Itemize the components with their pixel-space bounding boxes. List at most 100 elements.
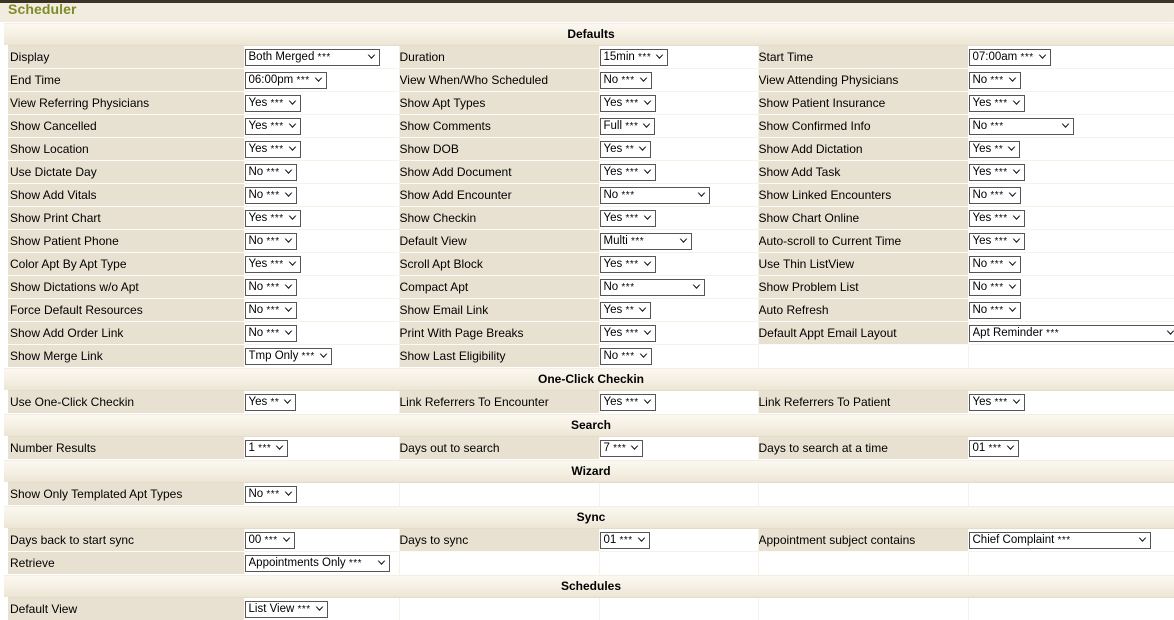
select-show-comments[interactable]: Full ***: [600, 118, 656, 135]
setting-value-cell-view-attending-physicians: No ***: [968, 69, 1174, 92]
select-appointment-subject-contains[interactable]: Chief Complaint ***: [969, 532, 1151, 549]
select-color-apt-by-apt-type[interactable]: Yes ***: [245, 256, 301, 273]
setting-value-cell-default-view: List View ***: [244, 598, 399, 620]
section-header-row: Schedules: [4, 575, 1174, 598]
select-show-add-order-link[interactable]: No ***: [245, 325, 297, 342]
select-days-to-sync[interactable]: 01 ***: [600, 532, 650, 549]
select-days-to-search-at-a-time[interactable]: 01 ***: [969, 440, 1019, 457]
section-header-defaults: Defaults: [4, 23, 1174, 46]
select-show-location[interactable]: Yes ***: [245, 141, 301, 158]
setting-value-cell-show-add-order-link: No ***: [244, 322, 399, 345]
select-default-view[interactable]: Multi ***: [600, 233, 692, 250]
select-compact-apt[interactable]: No ***: [600, 279, 705, 296]
select-auto-refresh[interactable]: No ***: [969, 302, 1021, 319]
select-value: Yes ***: [973, 165, 1008, 180]
setting-label-color-apt-by-apt-type: Color Apt By Apt Type: [4, 253, 244, 276]
chevron-down-icon: [1165, 330, 1174, 336]
select-show-merge-link[interactable]: Tmp Only ***: [245, 348, 332, 365]
setting-label-show-dictations-w-o-apt: Show Dictations w/o Apt: [4, 276, 244, 299]
select-duration[interactable]: 15min ***: [600, 49, 669, 66]
select-show-apt-types[interactable]: Yes ***: [600, 95, 656, 112]
modified-marker: ***: [621, 75, 634, 86]
chevron-down-icon: [629, 445, 640, 451]
select-retrieve[interactable]: Appointments Only ***: [245, 555, 390, 572]
select-show-patient-insurance[interactable]: Yes ***: [969, 95, 1025, 112]
select-show-only-templated-apt-types[interactable]: No ***: [245, 486, 297, 503]
select-view-attending-physicians[interactable]: No ***: [969, 72, 1021, 89]
select-show-dob[interactable]: Yes **: [600, 141, 652, 158]
select-print-with-page-breaks[interactable]: Yes ***: [600, 325, 656, 342]
select-value: Yes ***: [249, 96, 284, 111]
chevron-down-icon: [642, 261, 653, 267]
chevron-down-icon: [283, 192, 294, 198]
select-value: Yes **: [973, 142, 1004, 157]
select-show-cancelled[interactable]: Yes ***: [245, 118, 301, 135]
modified-marker: ***: [621, 282, 634, 293]
select-view-referring-physicians[interactable]: Yes ***: [245, 95, 301, 112]
setting-value-cell-scroll-apt-block: Yes ***: [599, 253, 758, 276]
select-view-when-who-scheduled[interactable]: No ***: [600, 72, 652, 89]
select-number-results[interactable]: 1 ***: [245, 440, 289, 457]
setting-value-cell-appointment-subject-contains: Chief Complaint ***: [968, 529, 1174, 552]
select-show-add-document[interactable]: Yes ***: [600, 164, 656, 181]
select-show-linked-encounters[interactable]: No ***: [969, 187, 1021, 204]
select-end-time[interactable]: 06:00pm ***: [245, 72, 327, 89]
select-link-referrers-to-encounter[interactable]: Yes ***: [600, 394, 656, 411]
select-show-email-link[interactable]: Yes **: [600, 302, 652, 319]
setting-value-cell-show-add-task: Yes ***: [968, 161, 1174, 184]
select-show-add-encounter[interactable]: No ***: [600, 187, 710, 204]
select-show-add-task[interactable]: Yes ***: [969, 164, 1025, 181]
modified-marker: ***: [298, 604, 311, 615]
select-default-appt-email-layout[interactable]: Apt Reminder ***: [969, 325, 1174, 342]
select-show-checkin[interactable]: Yes ***: [600, 210, 656, 227]
select-default-view[interactable]: List View ***: [245, 601, 328, 618]
setting-label-auto-refresh: Auto Refresh: [758, 299, 968, 322]
setting-value-cell-show-last-eligibility: No ***: [599, 345, 758, 368]
select-show-problem-list[interactable]: No ***: [969, 279, 1021, 296]
setting-value-cell-show-confirmed-info: No ***: [968, 115, 1174, 138]
select-show-add-vitals[interactable]: No ***: [245, 187, 297, 204]
select-value: 01 ***: [604, 533, 633, 548]
modified-marker: ***: [625, 98, 638, 109]
select-scroll-apt-block[interactable]: Yes ***: [600, 256, 656, 273]
section-header-row: Sync: [4, 506, 1174, 529]
chevron-down-icon: [287, 261, 298, 267]
select-days-out-to-search[interactable]: 7 ***: [600, 440, 644, 457]
modified-marker: ***: [994, 98, 1007, 109]
select-show-last-eligibility[interactable]: No ***: [600, 348, 652, 365]
select-days-back-to-start-sync[interactable]: 00 ***: [245, 532, 295, 549]
select-display[interactable]: Both Merged ***: [245, 49, 380, 66]
empty-cell: [758, 598, 968, 620]
chevron-down-icon: [287, 215, 298, 221]
chevron-down-icon: [287, 100, 298, 106]
select-value: No ***: [249, 188, 280, 203]
chevron-down-icon: [283, 307, 294, 313]
select-use-dictate-day[interactable]: No ***: [245, 164, 297, 181]
select-show-patient-phone[interactable]: No ***: [245, 233, 297, 250]
select-use-thin-listview[interactable]: No ***: [969, 256, 1021, 273]
setting-label-start-time: Start Time: [758, 46, 968, 69]
modified-marker: ***: [994, 213, 1007, 224]
select-show-confirmed-info[interactable]: No ***: [969, 118, 1074, 135]
chevron-down-icon: [287, 123, 298, 129]
setting-label-show-location: Show Location: [4, 138, 244, 161]
setting-value-cell-show-print-chart: Yes ***: [244, 207, 399, 230]
modified-marker: ***: [621, 190, 634, 201]
setting-value-cell-default-view: Multi ***: [599, 230, 758, 253]
select-force-default-resources[interactable]: No ***: [245, 302, 297, 319]
select-link-referrers-to-patient[interactable]: Yes ***: [969, 394, 1025, 411]
select-show-chart-online[interactable]: Yes ***: [969, 210, 1025, 227]
select-auto-scroll-to-current-time[interactable]: Yes ***: [969, 233, 1025, 250]
setting-label-retrieve: Retrieve: [4, 552, 244, 575]
select-value: Yes ***: [973, 395, 1008, 410]
select-show-add-dictation[interactable]: Yes **: [969, 141, 1021, 158]
select-show-dictations-w-o-apt[interactable]: No ***: [245, 279, 297, 296]
select-show-print-chart[interactable]: Yes ***: [245, 210, 301, 227]
select-use-one-click-checkin[interactable]: Yes **: [245, 394, 297, 411]
chevron-down-icon: [283, 169, 294, 175]
modified-marker: ***: [621, 351, 634, 362]
select-start-time[interactable]: 07:00am ***: [969, 49, 1051, 66]
